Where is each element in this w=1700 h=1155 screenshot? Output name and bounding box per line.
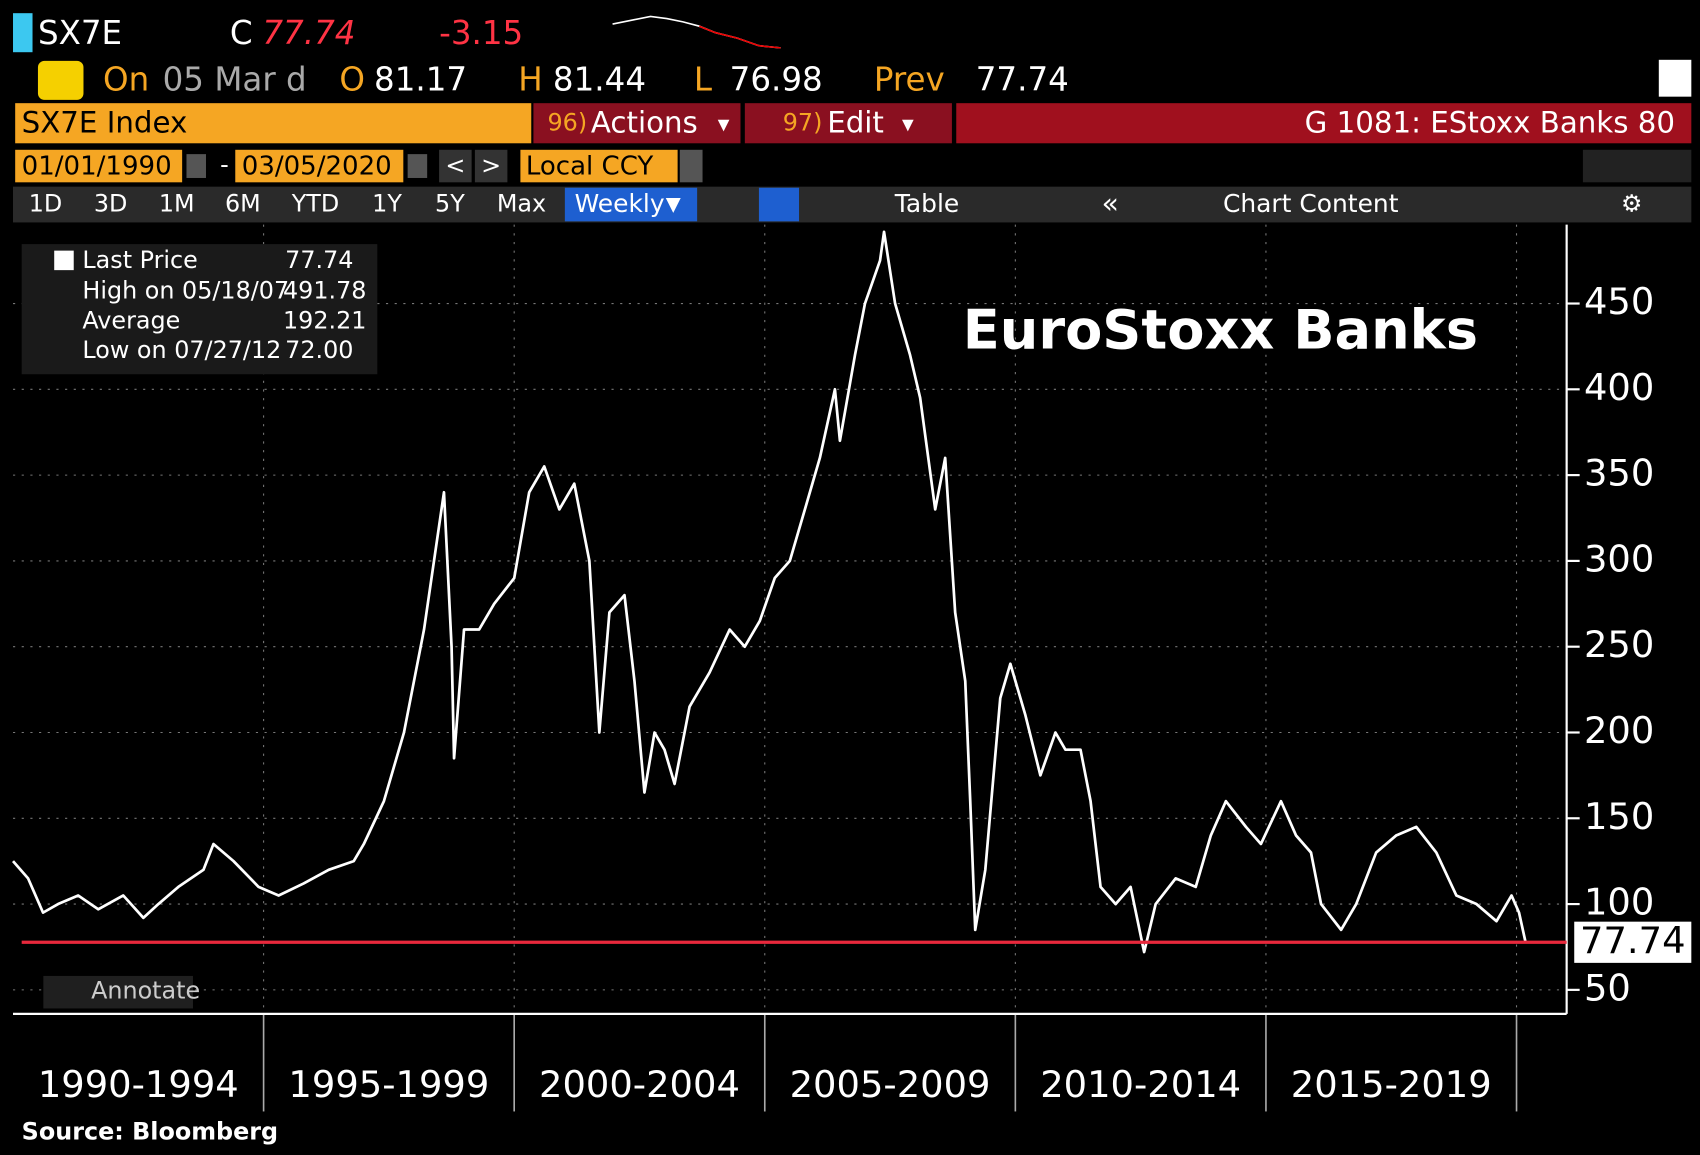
calendar-icon[interactable] (407, 154, 428, 178)
calendar-icon[interactable] (186, 154, 206, 178)
frequency-button[interactable] (564, 187, 698, 222)
chart-content-button[interactable]: Chart Content (1223, 189, 1399, 218)
x-period-label: 2005-2009 (790, 1063, 991, 1106)
y-tick-label: 150 (1584, 795, 1654, 838)
currency-dropdown[interactable] (679, 149, 703, 183)
stat-value: 491.78 (283, 276, 366, 304)
change: -3.15 (439, 14, 523, 52)
y-tick-label: 100 (1584, 881, 1654, 924)
collapse-button[interactable]: « (1102, 187, 1119, 220)
low-label: L (694, 60, 712, 98)
range-button[interactable]: 5Y (435, 190, 465, 218)
last: 77.74 (262, 14, 355, 52)
dropdown-arrow: ▼ (666, 193, 681, 216)
open: 81.17 (374, 60, 467, 98)
annotate-button[interactable] (43, 975, 193, 1009)
x-period-label: 2010-2014 (1040, 1063, 1241, 1106)
chart-title: EuroStoxx Banks (963, 299, 1478, 362)
annotate: Annotate (91, 977, 200, 1005)
next-button[interactable] (474, 149, 508, 183)
sparkline-down (698, 25, 781, 49)
edit-num: 97) (783, 108, 823, 136)
table-button[interactable]: Table (894, 189, 959, 218)
stat-value: 192.21 (283, 307, 366, 335)
stat-label: High on 05/18/07 (82, 276, 289, 304)
dropdown-arrow: ▼ (902, 115, 914, 133)
x-period-label: 2000-2004 (539, 1063, 740, 1106)
high-label: H (518, 60, 542, 98)
stat-label: Low on 07/27/12 (82, 336, 281, 364)
y-tick-label: 400 (1584, 366, 1654, 409)
date-dash: - (220, 151, 229, 179)
source: Source: Bloomberg (22, 1118, 278, 1146)
range-button[interactable]: 1D (29, 190, 63, 218)
range-button[interactable]: 6M (225, 190, 261, 218)
last-price-label: 77.74 (1580, 919, 1686, 962)
prev-arrow: < (445, 152, 465, 180)
last-price-box (1574, 921, 1692, 963)
open-label: O (339, 60, 365, 98)
y-tick-label: 300 (1584, 537, 1654, 580)
start-date-box[interactable] (15, 149, 183, 183)
start-date: 01/01/1990 (22, 152, 172, 182)
range-button[interactable]: 1Y (372, 190, 402, 218)
chart: 50 100 150 200 250 300 350 400 450 1990-1994 1995-… (11, 224, 1692, 1112)
next-arrow: > (481, 152, 501, 180)
range-button[interactable]: YTD (291, 190, 339, 218)
page-bar (956, 103, 1692, 144)
frequency: Weekly (575, 189, 665, 218)
on-label: On (103, 60, 149, 98)
range-button[interactable]: 1M (159, 190, 195, 218)
low: 76.98 (730, 60, 823, 98)
stat-label: Average (82, 307, 180, 335)
ticker-marker (13, 13, 33, 53)
x-period-label: 2015-2019 (1291, 1063, 1492, 1106)
x-period-label: 1990-1994 (38, 1063, 239, 1106)
prev-button[interactable] (439, 149, 472, 183)
range-button[interactable]: 3D (94, 190, 128, 218)
export-icon[interactable] (1658, 59, 1692, 97)
price-line (11, 230, 1527, 954)
security: SX7E Index (22, 105, 188, 139)
range-button[interactable]: Max (497, 190, 546, 218)
legend-swatch (54, 250, 74, 271)
end-date-box[interactable] (235, 149, 404, 183)
y-tick-label: 250 (1584, 623, 1654, 666)
chart-type-button[interactable] (758, 187, 800, 222)
currency-box[interactable] (520, 149, 678, 183)
undo-redo[interactable] (1582, 149, 1692, 183)
actions-num: 96) (548, 108, 588, 136)
alert-icon[interactable] (37, 60, 84, 100)
legend-box (21, 244, 378, 375)
x-period-label: 1995-1999 (288, 1063, 489, 1106)
y-tick-label: 200 (1584, 709, 1654, 752)
actions: Actions (591, 105, 698, 139)
security-box[interactable] (15, 103, 532, 144)
range-toolbar (13, 186, 1692, 223)
y-tick-label: 50 (1584, 966, 1631, 1009)
prev: 77.74 (976, 60, 1069, 98)
y-tick-label: 350 (1584, 452, 1654, 495)
stat-value: 72.00 (285, 336, 353, 364)
edit-button[interactable] (744, 103, 952, 144)
dropdown-arrow: ▼ (718, 115, 730, 133)
legend-value: 77.74 (285, 246, 353, 274)
prev-label: Prev (874, 60, 945, 98)
currency: Local CCY (526, 152, 654, 182)
ticker: SX7E (38, 14, 122, 52)
edit: Edit (827, 105, 884, 139)
date: 05 Mar d (163, 60, 307, 98)
y-tick-label: 450 (1584, 280, 1654, 323)
end-date: 03/05/2020 (242, 152, 392, 182)
change-label: C (230, 14, 253, 52)
high: 81.44 (553, 60, 646, 98)
page-title: G 1081: EStoxx Banks 80 (1305, 105, 1675, 139)
legend-label: Last Price (82, 246, 197, 274)
actions-button[interactable] (533, 103, 741, 144)
settings-button[interactable]: ⚙ (1621, 190, 1642, 218)
